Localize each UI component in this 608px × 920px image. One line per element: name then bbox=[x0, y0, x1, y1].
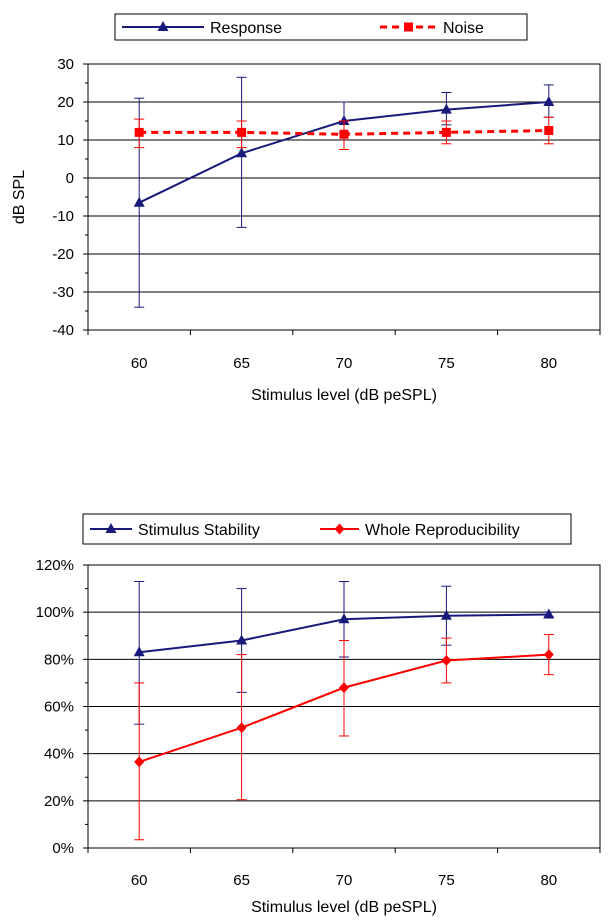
y-tick-label: 100% bbox=[36, 604, 74, 621]
plot-area bbox=[87, 63, 601, 331]
y-tick-label: -40 bbox=[52, 322, 74, 339]
legend-marker bbox=[105, 523, 117, 533]
y-tick-label: -30 bbox=[52, 284, 74, 301]
data-point bbox=[237, 127, 247, 137]
x-tick-label: 60 bbox=[131, 872, 148, 889]
y-tick-label: -20 bbox=[52, 246, 74, 263]
x-tick-label: 80 bbox=[540, 872, 557, 889]
legend: Response Noise bbox=[114, 13, 528, 41]
data-point bbox=[441, 655, 452, 667]
data-point bbox=[236, 722, 247, 734]
y-tick-label: 20 bbox=[57, 94, 74, 111]
x-tick-label: 70 bbox=[336, 355, 353, 372]
data-point bbox=[134, 756, 145, 768]
x-tick-label: 60 bbox=[131, 355, 148, 372]
legend-label: Whole Reproducibility bbox=[365, 522, 520, 539]
legend-label: Response bbox=[210, 20, 282, 37]
data-point bbox=[236, 147, 248, 158]
x-axis-title: Stimulus level (dB peSPL) bbox=[251, 387, 437, 404]
data-point bbox=[440, 103, 452, 114]
y-tick-label: 60% bbox=[44, 699, 74, 716]
data-point bbox=[338, 613, 350, 624]
x-tick-label: 75 bbox=[438, 355, 455, 372]
legend-marker bbox=[157, 21, 169, 31]
data-point bbox=[133, 196, 145, 207]
series-whole-reproducibility bbox=[134, 634, 554, 841]
y-tick-label: 0% bbox=[52, 840, 74, 857]
x-tick-label: 65 bbox=[233, 355, 250, 372]
data-point bbox=[441, 127, 451, 137]
legend-label: Stimulus Stability bbox=[138, 522, 260, 539]
y-tick-label: 10 bbox=[57, 132, 74, 149]
data-point bbox=[133, 646, 145, 657]
stability-reproducibility-chart: 0% 20% 40% 60% 80% 100% 120% 60 65 70 75 80 Stimulus… bbox=[36, 513, 601, 916]
y-axis-title: dB SPL bbox=[11, 170, 28, 224]
x-axis-title: Stimulus level (dB peSPL) bbox=[251, 899, 437, 916]
data-point bbox=[543, 96, 555, 106]
data-point bbox=[440, 609, 452, 620]
data-point bbox=[339, 682, 349, 694]
series-response bbox=[133, 76, 555, 308]
response-noise-chart: -40 -30 -20 -10 0 10 20 30 60 65 70 75 80 Stimulus le… bbox=[11, 13, 601, 404]
legend: Stimulus Stability Whole Reproducibility bbox=[82, 513, 572, 545]
data-point bbox=[543, 608, 555, 619]
data-point bbox=[236, 634, 248, 645]
legend-marker bbox=[334, 523, 345, 535]
y-tick-label: 30 bbox=[57, 56, 74, 73]
legend-marker bbox=[404, 22, 413, 32]
x-tick-label: 75 bbox=[438, 872, 455, 889]
series-noise bbox=[134, 116, 554, 150]
data-point bbox=[339, 129, 349, 139]
y-tick-label: 20% bbox=[44, 793, 74, 810]
y-tick-label: 80% bbox=[44, 651, 74, 668]
data-point bbox=[544, 126, 554, 135]
legend-label: Noise bbox=[443, 20, 484, 37]
data-point bbox=[134, 127, 144, 137]
plot-area bbox=[87, 564, 601, 849]
y-tick-label: 120% bbox=[36, 557, 74, 574]
x-tick-label: 70 bbox=[336, 872, 353, 889]
x-tick-label: 65 bbox=[233, 872, 250, 889]
x-tick-label: 80 bbox=[540, 355, 557, 372]
y-tick-label: 0 bbox=[66, 170, 74, 187]
data-point bbox=[543, 649, 554, 661]
y-tick-label: 40% bbox=[44, 746, 74, 763]
y-tick-label: -10 bbox=[52, 208, 74, 225]
data-point bbox=[338, 115, 350, 125]
